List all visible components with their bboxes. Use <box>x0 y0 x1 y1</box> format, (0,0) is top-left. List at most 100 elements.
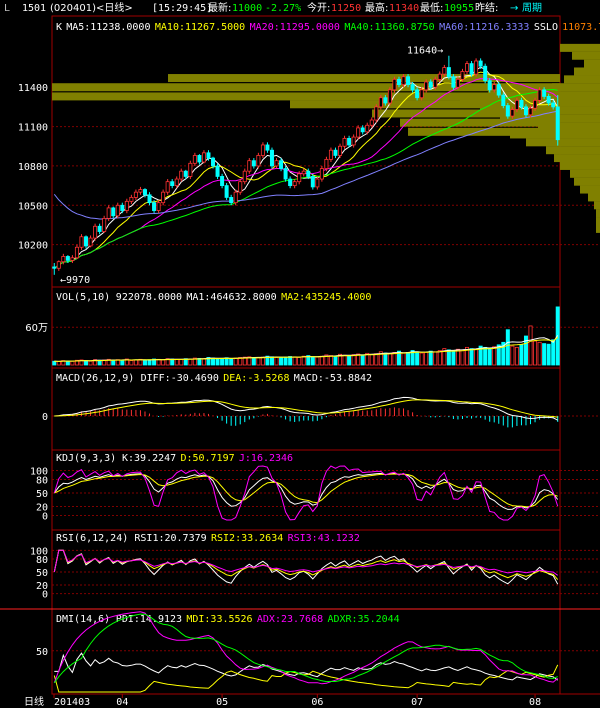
candle-body <box>306 170 311 177</box>
candle-body <box>288 178 293 187</box>
price-tick-label: 10800 <box>18 162 48 173</box>
legend-item: K:39.2247 <box>122 453 176 464</box>
candle-body <box>106 207 111 219</box>
volume-bar <box>455 348 460 366</box>
price-tick-label: 10200 <box>18 241 48 252</box>
candle-body <box>455 78 460 88</box>
candle-body <box>265 144 270 151</box>
volume-profile-bar <box>52 92 560 101</box>
candle-body <box>496 84 501 96</box>
candle-body <box>292 181 297 187</box>
candle-body <box>220 176 225 187</box>
volume-bar <box>297 357 302 366</box>
candle-body <box>333 149 338 156</box>
volume-bar <box>460 349 465 366</box>
volume-bar <box>192 357 197 366</box>
candle-body <box>156 202 161 211</box>
candle-body <box>487 80 492 91</box>
legend-item: DIFF:-30.4690 <box>141 373 219 384</box>
legend-item: MA2:435245.4000 <box>281 292 371 303</box>
volume-bar <box>478 345 483 366</box>
candle-body <box>428 81 433 88</box>
volume-profile-bar <box>546 146 600 155</box>
legend-item: PDI:14.9123 <box>116 614 182 625</box>
volume-bar <box>229 358 234 366</box>
volume-bar <box>319 355 324 366</box>
volume-bar <box>220 357 225 366</box>
price-tick-label: 11100 <box>18 123 48 134</box>
candle-body <box>446 67 451 78</box>
volume-profile-bar <box>570 169 600 178</box>
volume-bar <box>56 361 61 366</box>
volume-bar <box>201 358 206 366</box>
arrow-icon[interactable]: → <box>510 3 518 14</box>
candle-body <box>433 78 438 88</box>
rsi3-line <box>53 549 558 576</box>
volume-bar <box>111 360 116 366</box>
volume-bar <box>347 355 352 366</box>
candle-body <box>365 124 370 133</box>
volume-bar <box>265 355 270 366</box>
legend-title: VOL(5,10) <box>56 292 110 303</box>
volume-profile-bar <box>400 118 560 127</box>
volume-profile-bar <box>596 209 600 218</box>
candle-body <box>274 160 279 167</box>
candle-body <box>147 194 152 204</box>
volume-profile-bar <box>560 161 600 170</box>
low-annotation: ←9970 <box>60 275 90 286</box>
kdj-tick-label: 20 <box>36 503 48 514</box>
volume-bar <box>551 339 556 366</box>
candle-body <box>247 160 252 172</box>
volume-bar <box>406 351 411 366</box>
volume-bar <box>465 346 470 366</box>
period-button[interactable]: 周期 <box>522 2 542 14</box>
volume-bar <box>292 356 297 366</box>
rsi-tick-label: 0 <box>42 590 48 601</box>
vol-ma2-line <box>54 336 559 362</box>
volume-bar <box>424 351 429 366</box>
legend-item: DEA:-3.5268 <box>223 373 289 384</box>
volume-bar <box>165 358 170 366</box>
candle-body <box>251 160 256 167</box>
candle-body <box>401 76 406 86</box>
low-price: 10955 <box>444 3 474 14</box>
x-axis-label: 日线 <box>24 695 44 708</box>
candle-body <box>183 170 188 177</box>
candle-body <box>129 197 134 202</box>
volume-bar <box>206 357 211 366</box>
volume-bar <box>419 352 424 366</box>
volume-bar <box>338 353 343 366</box>
candle-body <box>315 178 320 188</box>
volume-bar <box>378 351 383 366</box>
legend-item: MA20:11295.0000 <box>250 22 340 33</box>
candle-body <box>319 168 324 180</box>
candle-body <box>465 63 470 72</box>
volume-bar <box>392 351 397 366</box>
candle-body <box>510 109 515 117</box>
rsi-tick-label: 50 <box>36 568 48 579</box>
volume-bar <box>505 329 510 366</box>
volume-bar <box>333 355 338 366</box>
candle-body <box>215 165 220 177</box>
candle-body <box>501 94 506 106</box>
legend-item: RSI2:33.2634 <box>211 533 283 544</box>
volume-bar <box>301 355 306 366</box>
candle-body <box>52 266 57 269</box>
x-tick-label: 04 <box>116 697 128 708</box>
candle-body <box>197 155 202 163</box>
candle-body <box>174 178 179 187</box>
legend-item: RSI1:20.7379 <box>134 533 206 544</box>
candle-body <box>93 225 98 239</box>
volume-profile-bar <box>290 100 560 109</box>
candle-body <box>111 207 116 217</box>
volume-bar <box>233 357 238 366</box>
candle-body <box>474 60 479 75</box>
candle-body <box>437 73 442 80</box>
candle-body <box>478 60 483 67</box>
candle-body <box>70 257 75 261</box>
x-tick-label: 05 <box>216 697 228 708</box>
panel-frame <box>51 15 561 288</box>
macd-tick-label: 0 <box>42 412 48 423</box>
candle-body <box>338 145 343 156</box>
